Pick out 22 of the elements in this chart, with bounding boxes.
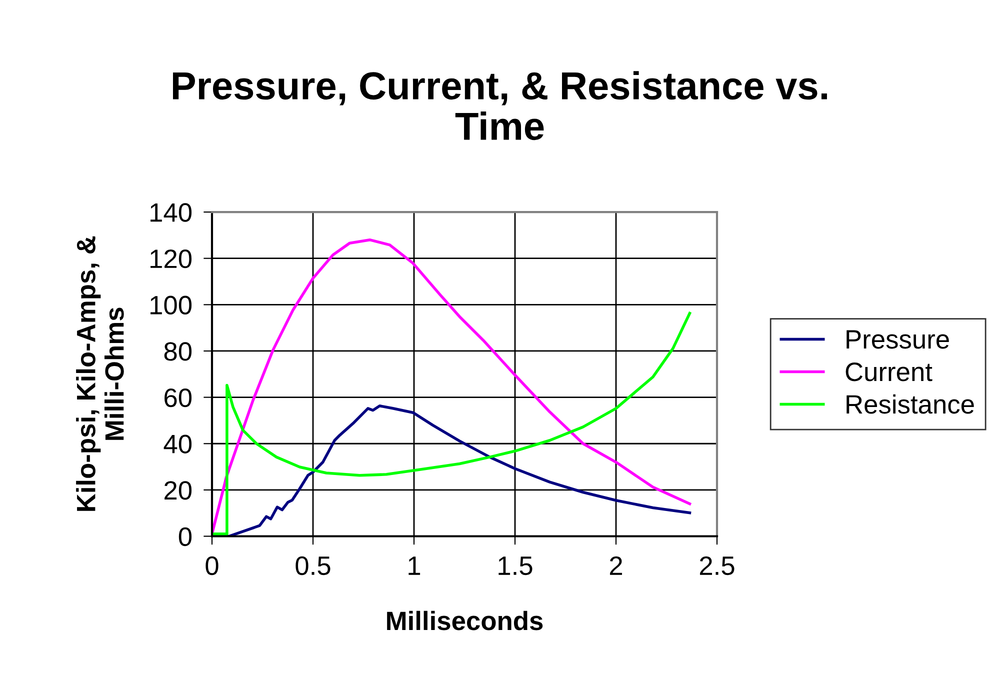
line-series: [212, 312, 692, 536]
x-tick-label: 2: [610, 556, 622, 575]
y-tick-label: 100: [150, 296, 192, 314]
y-tick-label: 80: [164, 342, 192, 361]
y-tick-label: 120: [150, 249, 192, 268]
y-tick-label: 140: [150, 203, 192, 222]
x-tick-label: 0.5: [296, 556, 330, 576]
x-tick-label: 1.5: [498, 556, 532, 576]
y-tick-label: 0: [178, 527, 192, 546]
y-tick-label: 20: [164, 481, 192, 500]
legend-label: Resistance: [846, 394, 974, 414]
y-tick-label: 40: [164, 434, 192, 454]
legend-label: Pressure: [846, 330, 949, 349]
y-tick-label: 60: [164, 388, 192, 408]
x-tick-label: 0: [206, 556, 218, 576]
x-tick-label: 2.5: [700, 556, 734, 576]
line-series: [212, 238, 692, 536]
x-tick-label: 1: [408, 556, 420, 575]
x-axis-title: Milliseconds: [387, 610, 543, 630]
legend-label: Current: [846, 362, 932, 382]
y-axis-title: Kilo-psi, Kilo-Amps, & Milli-Ohms: [76, 236, 124, 511]
chart-title: Pressure, Current, & Resistance vs. Time: [172, 71, 827, 140]
